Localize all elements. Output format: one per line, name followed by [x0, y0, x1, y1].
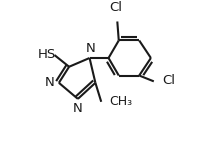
Text: N: N: [85, 42, 95, 55]
Text: N: N: [45, 76, 55, 89]
Text: N: N: [72, 102, 82, 115]
Text: CH₃: CH₃: [109, 95, 132, 108]
Text: Cl: Cl: [109, 1, 122, 14]
Text: HS: HS: [37, 48, 56, 61]
Text: Cl: Cl: [163, 74, 176, 87]
